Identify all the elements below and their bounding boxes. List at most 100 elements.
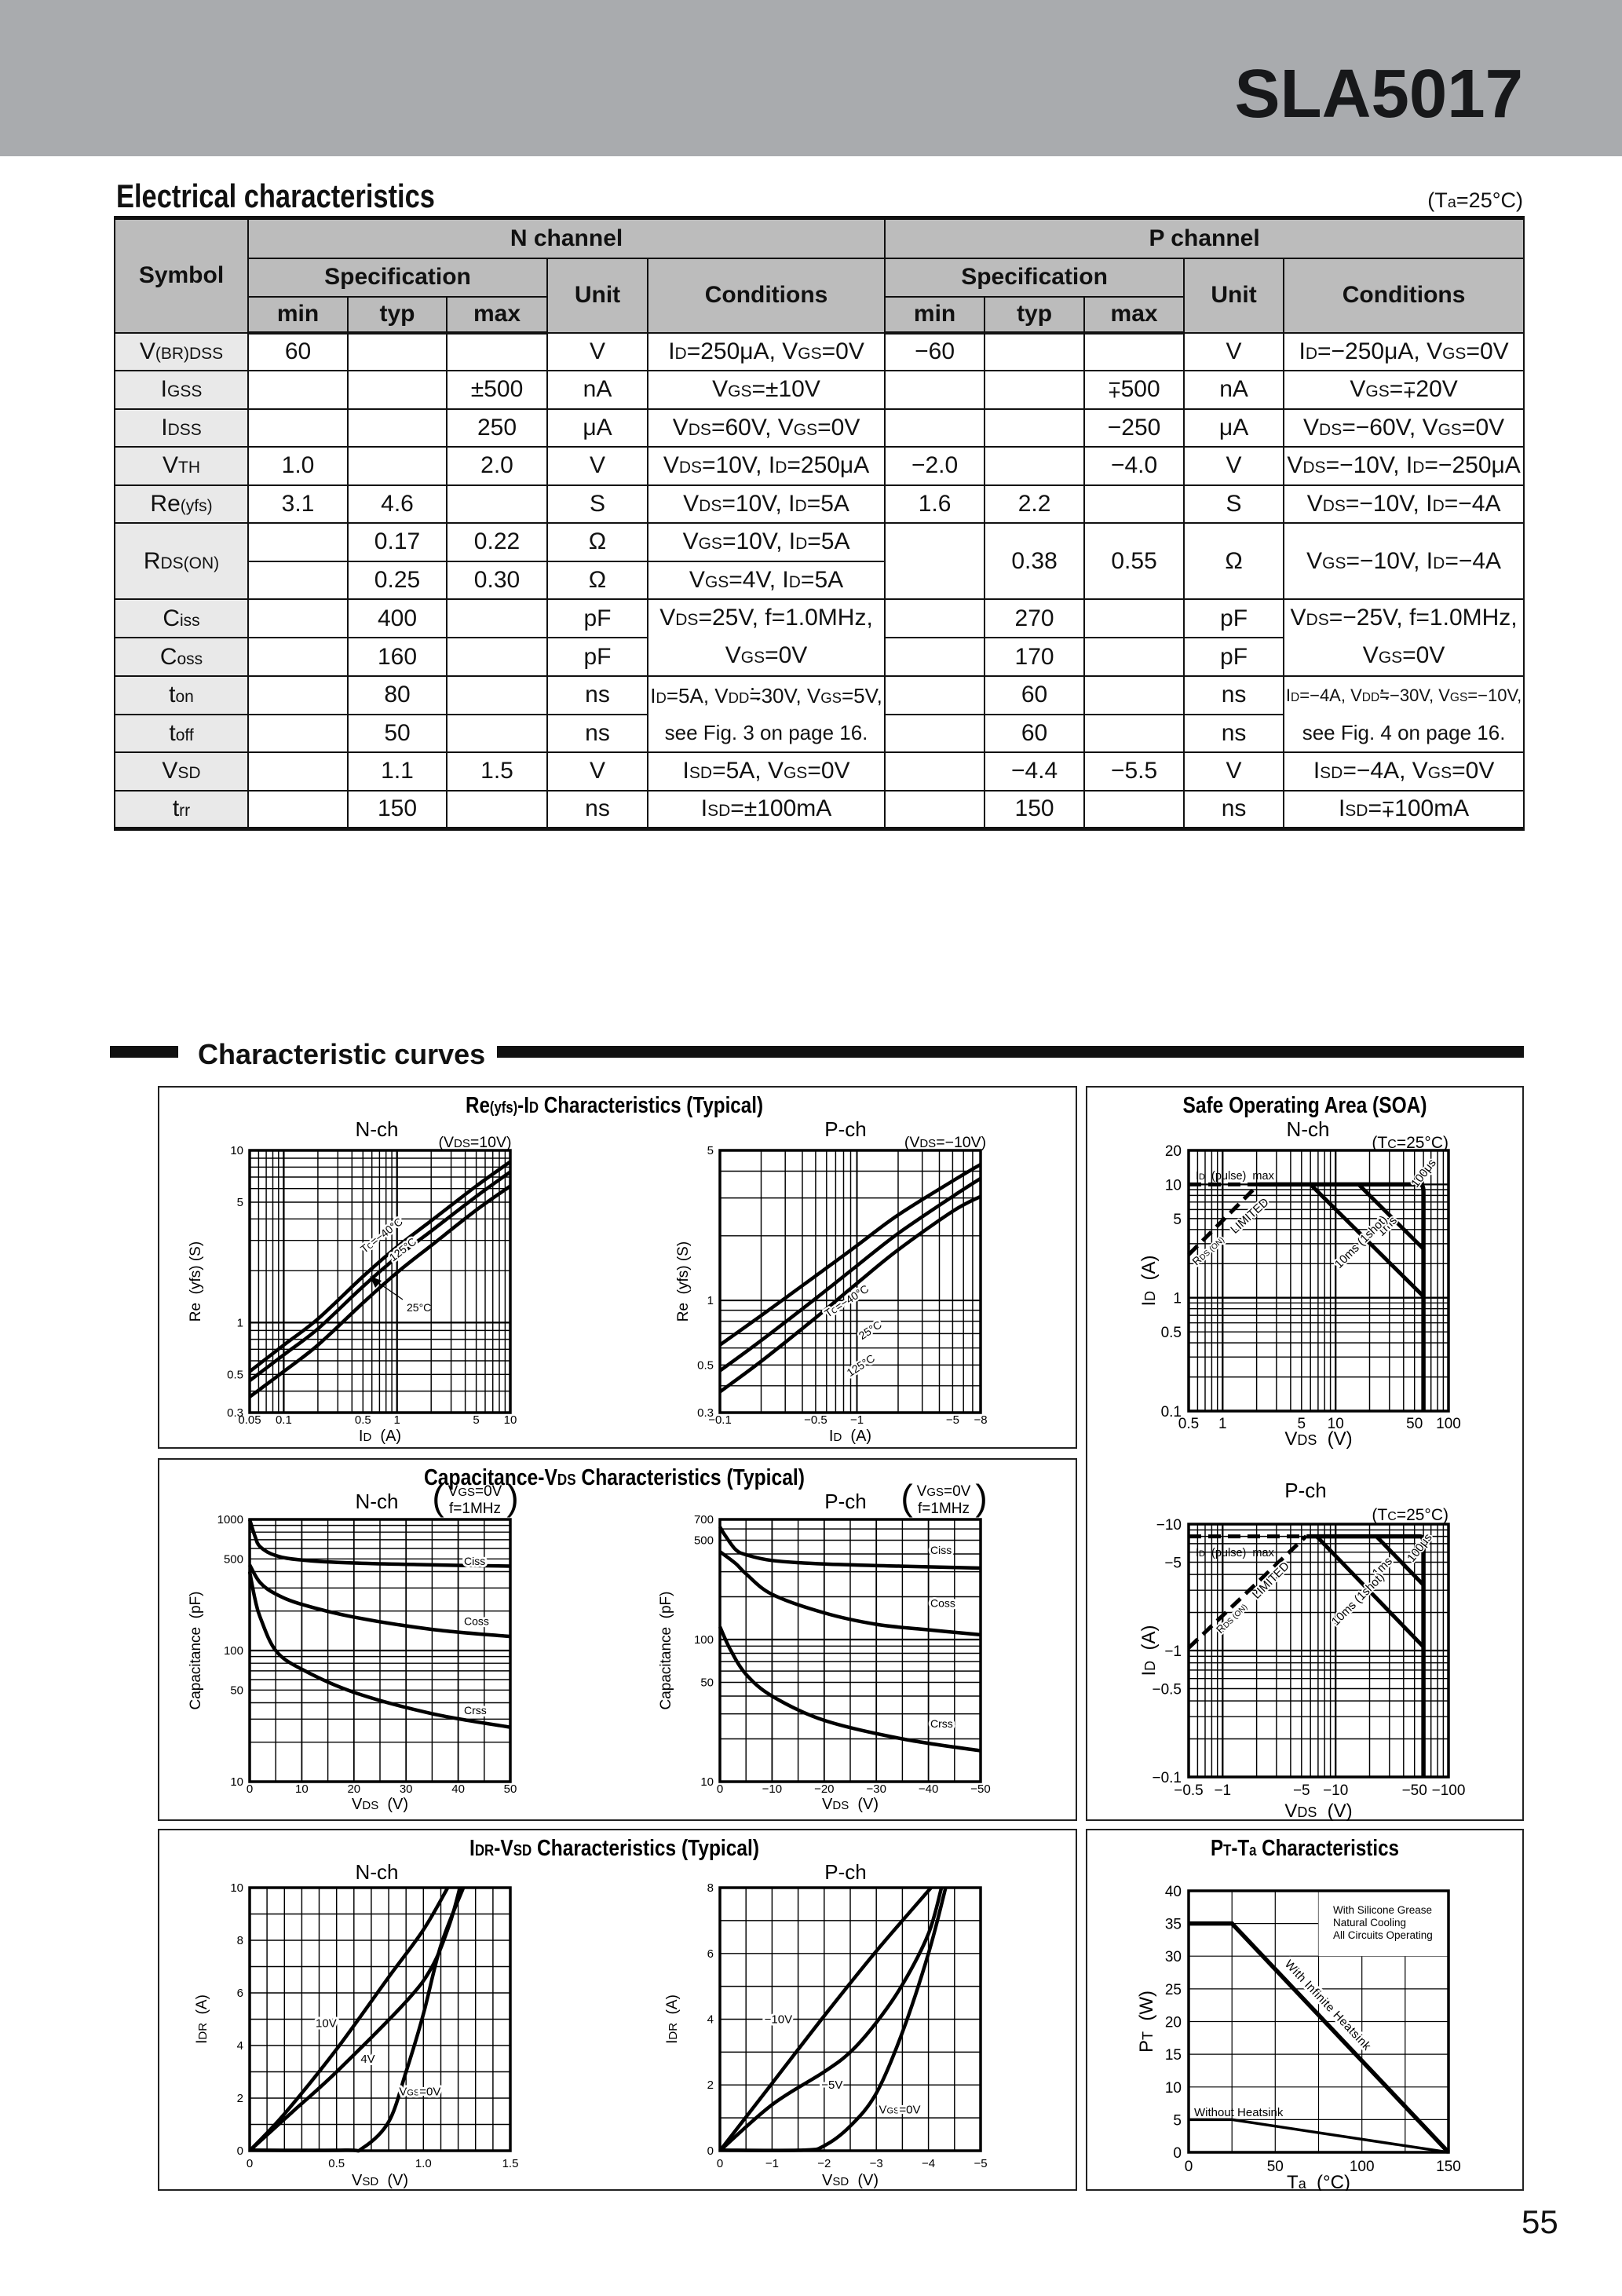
svg-text:P-ch: P-ch (824, 1860, 866, 1884)
svg-text:30: 30 (400, 1782, 413, 1796)
svg-text:0: 0 (717, 1782, 723, 1796)
svg-text:P-ch: P-ch (824, 1490, 866, 1513)
svg-text:−1: −1 (850, 1413, 864, 1427)
svg-text:0: 0 (1173, 2145, 1182, 2162)
svg-text:0: 0 (1185, 2159, 1193, 2175)
svg-text:5: 5 (473, 1413, 479, 1427)
svg-text:−50: −50 (1402, 1782, 1427, 1799)
svg-text:−1: −1 (1214, 1782, 1231, 1799)
svg-text:4: 4 (237, 2039, 243, 2053)
svg-text:−5V: −5V (821, 2078, 842, 2092)
svg-text:100: 100 (224, 1644, 243, 1658)
svg-text:VSD (V): VSD (V) (352, 2172, 408, 2189)
svg-text:VDS (V): VDS (V) (352, 1796, 408, 1813)
svg-text:1.5: 1.5 (502, 2157, 519, 2170)
svg-text:): ) (975, 1477, 987, 1518)
svg-text:0.5: 0.5 (1178, 1416, 1199, 1432)
svg-text:f=1MHz: f=1MHz (918, 1501, 970, 1517)
svg-text:−8: −8 (974, 1413, 987, 1427)
svg-text:ID (pulse) max: ID (pulse) max (1196, 1170, 1275, 1183)
svg-text:6: 6 (237, 1987, 243, 2000)
svg-text:N-ch: N-ch (356, 1860, 399, 1884)
svg-text:1: 1 (1218, 1416, 1227, 1432)
svg-text:5: 5 (1298, 1416, 1306, 1432)
svg-text:10V: 10V (316, 2017, 337, 2031)
svg-text:−10: −10 (1156, 1517, 1182, 1534)
svg-text:VDS (V): VDS (V) (822, 1796, 879, 1813)
svg-text:−2: −2 (817, 2157, 831, 2170)
svg-text:25°C: 25°C (407, 1301, 431, 1314)
svg-text:10ms (1shot): 10ms (1shot) (1332, 1213, 1390, 1271)
svg-text:700: 700 (694, 1513, 714, 1526)
svg-text:10: 10 (700, 1775, 714, 1789)
svg-text:VGS=0V: VGS=0V (917, 1483, 971, 1500)
svg-text:VDS (V): VDS (V) (1284, 1801, 1352, 1821)
svg-text:0: 0 (237, 2144, 243, 2158)
svg-text:−4: −4 (922, 2157, 935, 2170)
svg-text:Safe Operating Area (SOA): Safe Operating Area (SOA) (1183, 1093, 1427, 1118)
svg-text:0.05: 0.05 (238, 1413, 261, 1427)
svg-text:1: 1 (237, 1316, 243, 1329)
svg-text:0: 0 (707, 2144, 714, 2158)
svg-text:10: 10 (1165, 2080, 1182, 2097)
svg-text:−30: −30 (866, 1782, 886, 1796)
svg-text:−5: −5 (946, 1413, 959, 1427)
svg-text:Crss: Crss (930, 1717, 953, 1730)
svg-text:(VDS=10V): (VDS=10V) (439, 1134, 512, 1151)
svg-text:Re(yfs)-ID Characteristics (Ty: Re(yfs)-ID Characteristics (Typical) (466, 1093, 763, 1118)
svg-text:−1: −1 (765, 2157, 779, 2170)
svg-text:1.0: 1.0 (415, 2157, 432, 2170)
svg-text:6: 6 (707, 1947, 714, 1961)
svg-text:Without Heatsink: Without Heatsink (1194, 2106, 1284, 2119)
svg-text:Crss: Crss (464, 1704, 487, 1717)
svg-text:0: 0 (247, 1782, 253, 1796)
svg-text:ID (A): ID (A) (1138, 1256, 1160, 1307)
svg-text:N-ch: N-ch (1287, 1117, 1330, 1141)
svg-text:1: 1 (394, 1413, 400, 1427)
svg-text:−0.5: −0.5 (1174, 1782, 1204, 1799)
svg-text:20: 20 (347, 1782, 360, 1796)
svg-text:8: 8 (237, 1934, 243, 1947)
svg-text:Coss: Coss (464, 1614, 489, 1627)
svg-text:(: ( (432, 1477, 444, 1518)
svg-text:(VDS=−10V): (VDS=−10V) (904, 1134, 986, 1151)
svg-text:IDR (A): IDR (A) (664, 1994, 681, 2044)
svg-text:PT-Ta Characteristics: PT-Ta Characteristics (1211, 1836, 1399, 1861)
svg-text:10: 10 (1165, 1177, 1182, 1194)
svg-text:Ciss: Ciss (930, 1544, 952, 1556)
svg-text:20: 20 (1165, 1143, 1182, 1160)
svg-text:With Infinite Heatsink: With Infinite Heatsink (1282, 1958, 1374, 2053)
svg-text:10: 10 (1328, 1416, 1344, 1432)
svg-text:(: ( (901, 1477, 913, 1518)
svg-text:Natural Cooling: Natural Cooling (1333, 1917, 1406, 1929)
svg-text:35: 35 (1165, 1917, 1182, 1933)
svg-text:10: 10 (295, 1782, 309, 1796)
svg-text:ID (A): ID (A) (829, 1428, 871, 1445)
svg-text:VGS=0V: VGS=0V (879, 2104, 921, 2117)
svg-text:50: 50 (230, 1684, 243, 1697)
svg-text:−100: −100 (1432, 1782, 1466, 1799)
svg-text:1: 1 (1173, 1291, 1182, 1307)
svg-text:4V: 4V (360, 2053, 374, 2066)
svg-text:10: 10 (504, 1413, 517, 1427)
svg-text:ID (A): ID (A) (359, 1428, 401, 1445)
svg-text:VGS=0V: VGS=0V (399, 2086, 440, 2099)
svg-text:−50: −50 (970, 1782, 990, 1796)
svg-text:15: 15 (1165, 2047, 1182, 2064)
svg-text:−5: −5 (1164, 1556, 1182, 1572)
svg-text:−20: −20 (814, 1782, 834, 1796)
svg-text:100: 100 (1350, 2159, 1375, 2175)
svg-text:(TC=25°C): (TC=25°C) (1372, 1134, 1448, 1152)
svg-text:0: 0 (247, 2157, 253, 2170)
svg-text:ID (A): ID (A) (1138, 1625, 1160, 1676)
svg-text:Ta (°C): Ta (°C) (1287, 2172, 1350, 2191)
svg-text:With Silicone Grease: With Silicone Grease (1333, 1904, 1432, 1916)
svg-text:−5: −5 (974, 2157, 987, 2170)
svg-text:IDR (A): IDR (A) (194, 1994, 210, 2044)
svg-text:100: 100 (1436, 1416, 1461, 1432)
svg-text:1: 1 (707, 1294, 714, 1307)
svg-text:−3: −3 (870, 2157, 883, 2170)
svg-text:4: 4 (707, 2013, 714, 2027)
svg-text:500: 500 (224, 1552, 243, 1566)
svg-text:40: 40 (1165, 1884, 1182, 1900)
